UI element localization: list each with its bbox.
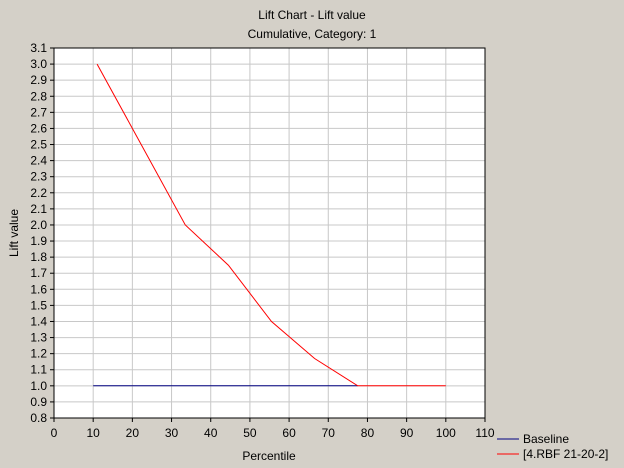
x-tick-label: 100: [436, 426, 456, 440]
y-axis-label: Lift value: [7, 209, 21, 257]
y-tick-label: 3.1: [30, 41, 47, 55]
y-tick-label: 2.7: [30, 105, 47, 119]
x-tick-label: 70: [322, 426, 336, 440]
x-tick-label: 10: [87, 426, 101, 440]
x-tick-label: 0: [51, 426, 58, 440]
y-tick-label: 1.2: [30, 347, 47, 361]
y-axis-ticks: 0.8 0.9 1.0 1.1 1.2 1.3 1.4 1.5 1.6 1.7 1.8 1.9 2.0 2…: [30, 41, 54, 425]
x-tick-label: 20: [126, 426, 140, 440]
y-tick-label: 3.0: [30, 57, 47, 71]
grid-lines: [54, 48, 485, 418]
legend: Baseline[4.RBF 21-20-2]: [497, 432, 608, 461]
y-tick-label: 2.4: [30, 154, 47, 168]
x-tick-label: 60: [282, 426, 296, 440]
y-tick-label: 1.0: [30, 379, 47, 393]
y-tick-label: 1.3: [30, 331, 47, 345]
chart-title: Lift Chart - Lift value: [258, 8, 366, 22]
x-axis-label: Percentile: [242, 449, 296, 463]
y-tick-label: 1.1: [30, 363, 47, 377]
y-tick-label: 2.5: [30, 138, 47, 152]
y-tick-label: 2.6: [30, 121, 47, 135]
chart-subtitle: Cumulative, Category: 1: [248, 27, 377, 41]
x-tick-label: 40: [204, 426, 218, 440]
y-tick-label: 0.9: [30, 395, 47, 409]
x-tick-label: 50: [243, 426, 257, 440]
x-axis-ticks: 0 10 20 30 40 50 60 70 80 90 100 110: [51, 418, 495, 440]
y-tick-label: 1.5: [30, 298, 47, 312]
x-tick-label: 30: [165, 426, 179, 440]
plot-area: [53, 47, 486, 419]
y-tick-label: 1.6: [30, 282, 47, 296]
x-tick-label: 90: [400, 426, 414, 440]
y-tick-label: 2.3: [30, 170, 47, 184]
y-tick-label: 2.9: [30, 73, 47, 87]
legend-label: [4.RBF 21-20-2]: [523, 447, 608, 461]
legend-label: Baseline: [523, 432, 569, 446]
y-tick-label: 2.1: [30, 202, 47, 216]
y-tick-label: 1.4: [30, 314, 47, 328]
x-tick-label: 80: [361, 426, 375, 440]
series-line-rbf-model: [96, 63, 446, 387]
y-tick-label: 2.2: [30, 186, 47, 200]
plot-frame: [53, 47, 486, 419]
y-tick-label: 1.8: [30, 250, 47, 264]
series-lines: [93, 63, 446, 387]
x-tick-label: 110: [475, 426, 494, 440]
y-tick-label: 0.8: [30, 411, 47, 425]
y-tick-label: 2.8: [30, 89, 47, 103]
y-tick-label: 2.0: [30, 218, 47, 232]
y-tick-label: 1.9: [30, 234, 47, 248]
y-tick-label: 1.7: [30, 266, 47, 280]
